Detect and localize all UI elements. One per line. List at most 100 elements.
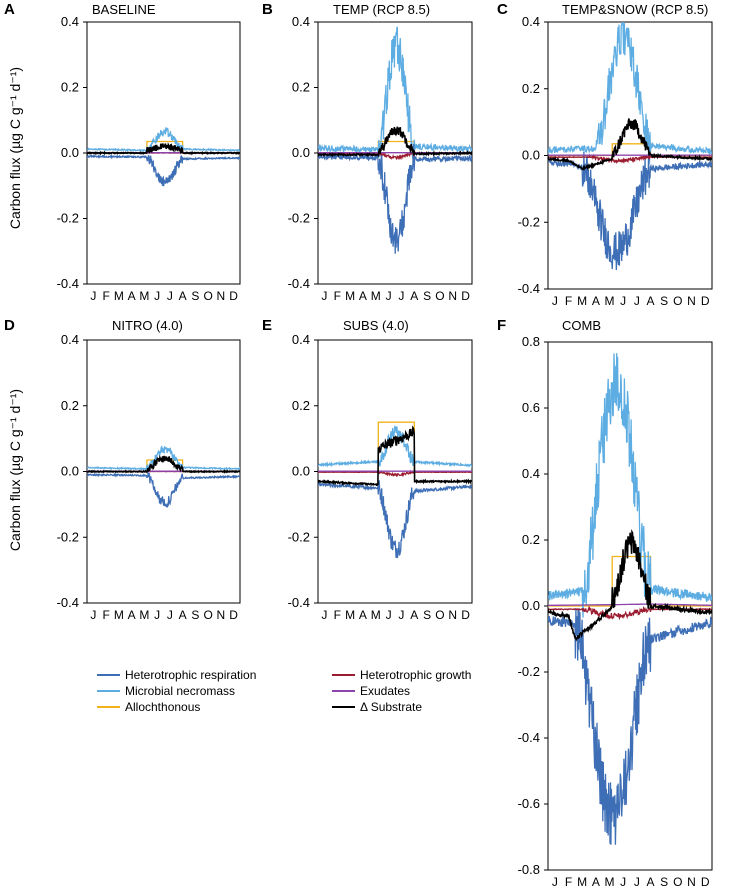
y-tick-label: 0.4 (522, 466, 540, 481)
month-label: J (634, 294, 640, 308)
legend-label-allo: Allochthonous (125, 700, 200, 714)
month-label: J (321, 608, 327, 622)
month-label: O (435, 608, 444, 622)
month-label: J (620, 875, 626, 889)
month-label: M (139, 289, 149, 303)
series-line-dsub (87, 455, 240, 474)
month-label: S (191, 608, 199, 622)
y-axis-label-top: Carbon flux (µg C g⁻¹ d⁻¹) (7, 67, 23, 229)
month-label: M (371, 608, 381, 622)
month-label: A (179, 289, 187, 303)
series-line-hr (548, 151, 712, 271)
panel-letter: A (4, 1, 15, 18)
month-label: D (461, 289, 470, 303)
month-label: N (217, 608, 226, 622)
series-line-nec (87, 445, 240, 471)
y-tick-label: 0.0 (61, 145, 79, 160)
series-line-hr (548, 608, 712, 845)
month-label: S (423, 608, 431, 622)
series-line-exu (548, 603, 712, 607)
panel-letter: B (262, 1, 273, 18)
month-label: M (139, 608, 149, 622)
month-label: J (552, 294, 558, 308)
legend-item-nec: Microbial necromass (97, 684, 235, 698)
panel-title: NITRO (4.0) (112, 318, 183, 333)
month-label: J (634, 875, 640, 889)
legend-label-hr: Heterotrophic respiration (125, 668, 256, 682)
month-label: F (102, 608, 109, 622)
month-label: J (167, 289, 173, 303)
y-tick-label: 0.2 (292, 80, 310, 95)
month-label: J (167, 608, 173, 622)
panel-a: A BASELINE-0.4-0.20.00.20.4J F M A M J J A S O N D (4, 1, 241, 303)
month-label: S (660, 875, 668, 889)
y-tick-label: 0.0 (522, 598, 540, 613)
month-label: J (90, 608, 96, 622)
legend-item-dsub: Δ Substrate (332, 700, 422, 714)
legend-label-exu: Exudates (360, 684, 410, 698)
series-line-dsub (87, 142, 240, 156)
y-tick-label: 0.4 (61, 332, 79, 347)
y-tick-label: 0.0 (61, 464, 79, 479)
panel-e: E SUBS (4.0)-0.4-0.20.00.20.4J F M A M J J A S O N D (262, 317, 473, 622)
month-label: A (592, 875, 600, 889)
month-label: N (687, 875, 696, 889)
panel-letter: C (497, 1, 508, 18)
series-line-growth (548, 605, 712, 621)
month-label: M (345, 608, 355, 622)
month-label: M (577, 875, 587, 889)
y-tick-label: 0.4 (292, 332, 310, 347)
legend-item-hr: Heterotrophic respiration (97, 668, 256, 682)
month-label: J (154, 289, 160, 303)
y-axis-label-bottom: Carbon flux (µg C g⁻¹ d⁻¹) (7, 389, 23, 551)
month-label: A (646, 294, 654, 308)
month-label: A (359, 608, 367, 622)
series-line-dsub (548, 118, 712, 172)
legend-label-nec: Microbial necromass (125, 684, 235, 698)
month-label: O (673, 294, 682, 308)
y-tick-label: -0.4 (57, 276, 79, 291)
month-label: A (128, 289, 136, 303)
y-tick-label: 0.2 (292, 398, 310, 413)
y-tick-label: 0.0 (292, 145, 310, 160)
month-label: J (552, 875, 558, 889)
panel-title: TEMP (RCP 8.5) (333, 2, 430, 17)
y-tick-label: -0.2 (288, 529, 310, 544)
month-label: J (154, 608, 160, 622)
month-label: D (229, 289, 238, 303)
y-tick-label: -0.6 (518, 796, 540, 811)
legend-label-dsub: Δ Substrate (360, 700, 422, 714)
panel-b: B TEMP (RCP 8.5)-0.4-0.20.00.20.4J F M A M J J A… (262, 1, 473, 303)
series-line-hr (87, 154, 240, 187)
series-line-hr (318, 143, 472, 254)
month-label: D (229, 608, 238, 622)
month-label: J (321, 289, 327, 303)
month-label: A (410, 289, 418, 303)
y-tick-label: -0.4 (518, 281, 540, 296)
series-line-dsub (318, 425, 472, 487)
legend-item-allo: Allochthonous (97, 700, 200, 714)
y-tick-label: -0.8 (518, 862, 540, 877)
month-label: O (673, 875, 682, 889)
month-label: N (217, 289, 226, 303)
month-label: A (410, 608, 418, 622)
series-line-allo (548, 555, 712, 607)
y-tick-label: 0.0 (292, 464, 310, 479)
month-label: J (398, 608, 404, 622)
y-tick-label: 0.4 (522, 14, 540, 29)
month-label: A (128, 608, 136, 622)
series-line-dsub (548, 529, 712, 642)
month-label: F (565, 294, 572, 308)
month-label: F (334, 289, 341, 303)
legend-item-exu: Exudates (332, 684, 410, 698)
y-tick-label: 0.0 (522, 148, 540, 163)
panel-title: SUBS (4.0) (343, 318, 409, 333)
y-tick-label: 0.2 (61, 398, 79, 413)
month-label: N (687, 294, 696, 308)
panel-title: COMB (562, 318, 601, 333)
legend-label-growth: Heterotrophic growth (360, 668, 471, 682)
month-label: A (359, 289, 367, 303)
series-line-nec (318, 424, 472, 469)
month-label: A (646, 875, 654, 889)
